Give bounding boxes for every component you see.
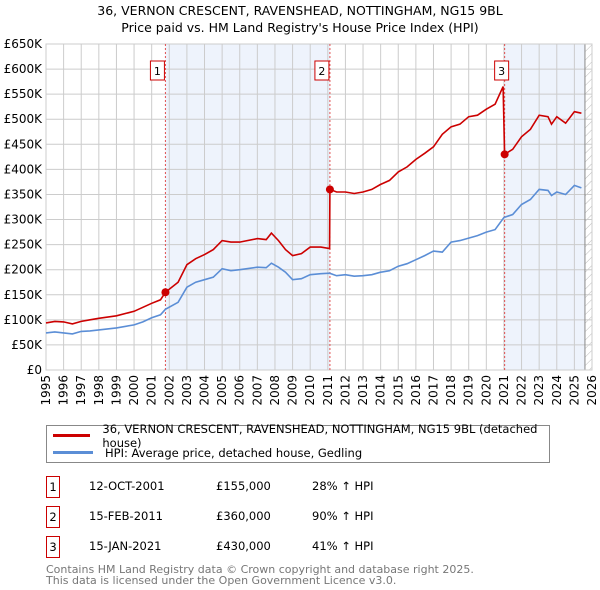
- y-tick-label: £550K: [4, 87, 44, 101]
- x-tick-label: 2003: [180, 375, 194, 406]
- x-tick-label: 2010: [303, 375, 317, 406]
- legend: 36, VERNON CRESCENT, RAVENSHEAD, NOTTING…: [46, 422, 550, 463]
- y-tick-label: £100K: [4, 313, 44, 327]
- legend-line-hpi: [53, 451, 93, 454]
- forecast-hatch: [584, 44, 592, 370]
- legend-line-property: [53, 434, 91, 437]
- transaction-price: £430,000: [216, 539, 271, 553]
- x-tick-label: 2014: [374, 375, 388, 406]
- sale-label-box: [314, 60, 330, 81]
- sale-point: [500, 150, 509, 159]
- x-tick-label: 2000: [127, 375, 141, 406]
- transaction-number-badge: 3: [46, 536, 60, 558]
- sale-label: 3: [498, 65, 505, 78]
- x-tick-label: 1996: [57, 375, 71, 406]
- legend-item-property: 36, VERNON CRESCENT, RAVENSHEAD, NOTTING…: [47, 422, 549, 450]
- x-tick-label: 1995: [39, 375, 53, 406]
- sale-point: [161, 288, 170, 297]
- transaction-number-badge: 1: [46, 476, 60, 498]
- sale-label-box: [149, 60, 165, 81]
- x-tick-label: 2026: [585, 375, 599, 406]
- transaction-date: 15-FEB-2011: [89, 509, 163, 523]
- shaded-period: [504, 44, 585, 370]
- x-tick-label: 2004: [198, 375, 212, 406]
- x-tick-label: 2006: [233, 375, 247, 406]
- y-tick-label: £50K: [11, 338, 43, 352]
- transaction-hpi-change: 41% ↑ HPI: [312, 539, 374, 553]
- legend-item-hpi: HPI: Average price, detached house, Gedl…: [47, 444, 362, 461]
- chart-subtitle: Price paid vs. HM Land Registry's House …: [121, 20, 479, 35]
- y-tick-label: £650K: [4, 37, 44, 51]
- legend-label: 36, VERNON CRESCENT, RAVENSHEAD, NOTTING…: [102, 421, 538, 450]
- x-tick-label: 2017: [426, 375, 440, 406]
- x-tick-label: 2025: [567, 375, 581, 406]
- x-tick-label: 2005: [215, 375, 229, 406]
- transaction-date: 15-JAN-2021: [89, 539, 162, 553]
- sale-label: 1: [154, 65, 161, 78]
- x-tick-label: 2002: [162, 375, 176, 406]
- y-tick-label: £250K: [4, 238, 44, 252]
- sale-label-box: [494, 60, 510, 81]
- transaction-date: 12-OCT-2001: [89, 479, 165, 493]
- x-tick-label: 2008: [268, 375, 282, 406]
- chart-title: 36, VERNON CRESCENT, RAVENSHEAD, NOTTING…: [97, 3, 503, 18]
- x-tick-label: 2009: [286, 375, 300, 406]
- y-tick-label: £400K: [4, 162, 44, 176]
- transaction-hpi-change: 90% ↑ HPI: [312, 509, 374, 523]
- footer-line: Contains HM Land Registry data © Crown c…: [46, 563, 474, 576]
- transaction-price: £360,000: [216, 509, 271, 523]
- footer-line: This data is licensed under the Open Gov…: [46, 574, 397, 587]
- transaction-price: £155,000: [216, 479, 271, 493]
- footer: Contains HM Land Registry data © Crown c…: [46, 564, 474, 586]
- y-tick-label: £600K: [4, 62, 44, 76]
- legend-label: HPI: Average price, detached house, Gedl…: [105, 445, 363, 460]
- x-tick-label: 2015: [391, 375, 405, 406]
- x-tick-label: 2016: [409, 375, 423, 406]
- y-tick-label: £450K: [4, 137, 44, 151]
- x-tick-label: 1999: [109, 375, 123, 406]
- transaction-number-badge: 2: [46, 506, 60, 528]
- y-tick-label: £0: [27, 363, 42, 377]
- y-tick-label: £500K: [4, 112, 44, 126]
- x-tick-label: 2007: [250, 375, 264, 406]
- x-tick-label: 2023: [532, 375, 546, 406]
- y-tick-label: £200K: [4, 263, 44, 277]
- x-tick-label: 2021: [497, 375, 511, 406]
- transaction-hpi-change: 28% ↑ HPI: [312, 479, 374, 493]
- x-tick-label: 2019: [462, 375, 476, 406]
- x-tick-label: 2022: [515, 375, 529, 406]
- x-tick-label: 2020: [479, 375, 493, 406]
- x-tick-label: 2012: [338, 375, 352, 406]
- shaded-period: [165, 44, 330, 370]
- sale-label: 2: [318, 65, 325, 78]
- x-tick-label: 2001: [145, 375, 159, 406]
- sale-point: [325, 185, 334, 194]
- plot-border: [45, 43, 593, 371]
- price-chart: £0 £50K £100K £150K £200K £250K £300K £350K £400…: [4, 37, 599, 406]
- x-tick-label: 2013: [356, 375, 370, 406]
- x-tick-label: 1997: [74, 375, 88, 406]
- x-tick-label: 2024: [550, 375, 564, 406]
- x-tick-label: 2018: [444, 375, 458, 406]
- y-tick-label: £300K: [4, 213, 44, 227]
- x-tick-label: 2011: [321, 375, 335, 406]
- x-tick-label: 1998: [92, 375, 106, 406]
- series-line-hpi: [45, 184, 582, 335]
- y-tick-label: £150K: [4, 288, 44, 302]
- y-tick-label: £350K: [4, 187, 44, 201]
